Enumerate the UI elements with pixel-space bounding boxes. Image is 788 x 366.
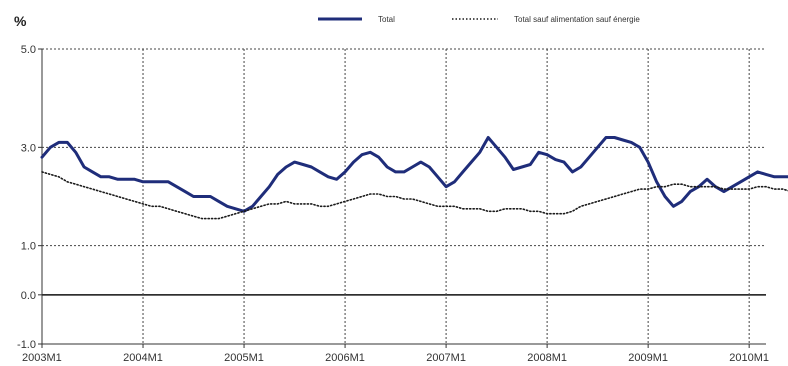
series-line-total [40,136,788,213]
x-tick-label: 2003M1 [22,352,62,364]
y-tick-label: 3.0 [21,142,36,154]
grid [42,48,766,344]
legend-label-core: Total sauf alimentation sauf énergie [514,15,640,24]
series-layer [40,136,788,220]
x-tick-label: 2004M1 [123,352,163,364]
y-tick-label: -1.0 [17,339,36,351]
x-tick-label: 2006M1 [325,352,365,364]
x-tick-labels: 2003M1 2004M1 2005M1 2006M1 2007M1 2008M1 2009… [22,352,769,364]
y-tick-label: 1.0 [21,241,36,253]
x-tick-label: 2008M1 [527,352,567,364]
legend: Total Total sauf alimentation sauf énerg… [318,15,640,24]
y-tick-label: 0.0 [21,290,36,302]
y-tick-label: 5.0 [21,44,36,56]
y-axis-unit-label: % [14,13,27,29]
x-tick-label: 2007M1 [426,352,466,364]
y-tick-labels: 5.0 3.0 1.0 0.0 -1.0 [17,44,36,351]
x-tick-label: 2009M1 [628,352,668,364]
legend-label-total: Total [378,15,395,24]
series-line-core [41,171,788,220]
x-tick-label: 2010M1 [729,352,769,364]
axes [38,48,766,348]
x-tick-label: 2005M1 [224,352,264,364]
